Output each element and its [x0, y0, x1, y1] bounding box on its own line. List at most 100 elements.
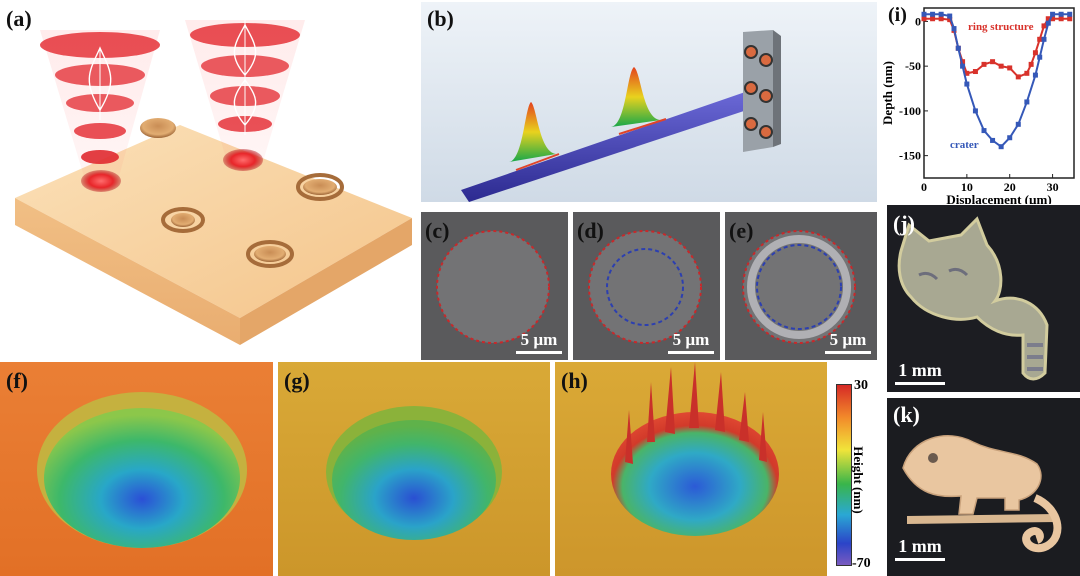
data-point	[960, 59, 966, 65]
data-point	[981, 128, 987, 134]
data-point	[1067, 11, 1073, 17]
data-point	[1024, 70, 1030, 76]
y-tick-label: -50	[905, 59, 921, 73]
cat-pattern-image	[897, 216, 1049, 381]
data-point	[1024, 99, 1030, 105]
data-point	[990, 59, 996, 65]
data-point	[1037, 54, 1043, 60]
data-point	[960, 63, 966, 69]
substrate-top	[15, 125, 412, 318]
panel-d-label: (d)	[577, 218, 604, 243]
data-point	[938, 16, 944, 22]
data-point	[964, 70, 970, 76]
data-point	[1067, 16, 1073, 22]
panel-b-label: (b)	[427, 6, 454, 31]
data-point	[1050, 11, 1056, 17]
scale-bar-c: 5 µm	[516, 330, 562, 354]
panel-a: (a)	[0, 0, 420, 352]
data-point	[998, 63, 1004, 69]
afm-crater-h	[611, 362, 779, 536]
data-point	[921, 11, 927, 17]
scale-bar-k: 1 mm	[895, 536, 945, 561]
colorbar-max-label: 30	[854, 378, 868, 393]
data-point	[1058, 16, 1064, 22]
ring-spikes	[625, 362, 767, 464]
panel-i-label: (i)	[888, 4, 907, 26]
data-point	[1041, 23, 1047, 29]
panel-c-label: (c)	[425, 218, 450, 243]
data-point	[1058, 11, 1064, 17]
colorbar-title: Height (nm)	[851, 446, 866, 514]
panel-k: (k) 1 mm	[887, 398, 1080, 576]
data-point	[921, 16, 927, 22]
panel-c: (c) 5 µm	[421, 212, 568, 360]
data-point	[1032, 72, 1038, 78]
data-point	[938, 11, 944, 17]
scale-bar-d: 5 µm	[668, 330, 714, 354]
beam-rod	[461, 90, 759, 202]
panel-g-label: (g)	[284, 368, 310, 393]
series-line-crater	[924, 13, 1070, 149]
panel-j: (j) 1 mm	[887, 205, 1080, 392]
laser-beam-1	[40, 30, 160, 192]
pulse-propagation-illustration	[461, 30, 781, 202]
data-point	[1015, 74, 1021, 80]
panel-f-label: (f)	[6, 368, 28, 393]
data-point	[1007, 135, 1013, 141]
data-point	[998, 144, 1004, 150]
series-label-crater: crater	[950, 139, 979, 151]
colorbar-min-label: -70	[852, 556, 871, 571]
y-axis-label: Depth (nm)	[880, 61, 895, 125]
pulse-1	[509, 102, 556, 162]
afm-crater-f	[37, 392, 247, 548]
panel-k-label: (k)	[893, 402, 920, 427]
laser-beam-2	[185, 15, 305, 171]
colorbar-gradient	[836, 384, 852, 566]
substrate-right-face	[240, 218, 412, 345]
data-point	[1015, 121, 1021, 127]
y-tick-label: -100	[899, 104, 921, 118]
scale-bar-j: 1 mm	[895, 360, 945, 385]
sem-circle-d	[588, 230, 702, 344]
sem-circle-e	[742, 230, 856, 344]
data-point	[951, 26, 957, 32]
data-point	[1045, 16, 1051, 22]
data-point	[972, 108, 978, 114]
afm-crater-g	[326, 406, 502, 540]
data-point	[947, 13, 953, 19]
series-label-ring-structure: ring structure	[968, 21, 1034, 33]
panel-e: (e) 5 µm	[725, 212, 877, 360]
sem-circle-c	[436, 230, 550, 344]
data-point	[1037, 36, 1043, 42]
data-point	[930, 16, 936, 22]
panel-d: (d) 5 µm	[573, 212, 720, 360]
laser-ablation-illustration	[15, 15, 412, 345]
plot-frame	[923, 7, 1075, 179]
ablated-holes	[140, 118, 344, 268]
data-point	[1041, 36, 1047, 42]
depth-profile-chart: 0 10 20 30 0 -50 -100 -150 Displacement (µm) Dept…	[880, 7, 1075, 204]
substrate-left-face	[15, 198, 240, 345]
data-point	[964, 81, 970, 87]
panel-b: (b)	[421, 2, 877, 202]
data-point	[981, 61, 987, 67]
x-tick-label: 20	[1004, 180, 1016, 194]
pulse-2	[611, 67, 661, 127]
data-point	[930, 11, 936, 17]
panel-h-label: (h)	[561, 368, 588, 393]
panel-j-label: (j)	[893, 211, 915, 236]
data-point	[947, 17, 953, 23]
panel-g: (g)	[278, 362, 550, 576]
panel-a-label: (a)	[6, 6, 32, 31]
panel-f: (f)	[0, 362, 273, 576]
x-tick-label: 30	[1047, 180, 1059, 194]
data-point	[1007, 65, 1013, 71]
data-point	[1028, 61, 1034, 67]
data-point	[955, 45, 961, 51]
y-tick-label: 0	[915, 14, 921, 28]
panel-h: (h)	[555, 362, 827, 576]
data-point	[1050, 16, 1056, 22]
chameleon-pattern-image	[902, 435, 1062, 553]
panel-e-label: (e)	[729, 218, 754, 243]
colorbar: 30 -70 Height (nm)	[830, 378, 882, 576]
